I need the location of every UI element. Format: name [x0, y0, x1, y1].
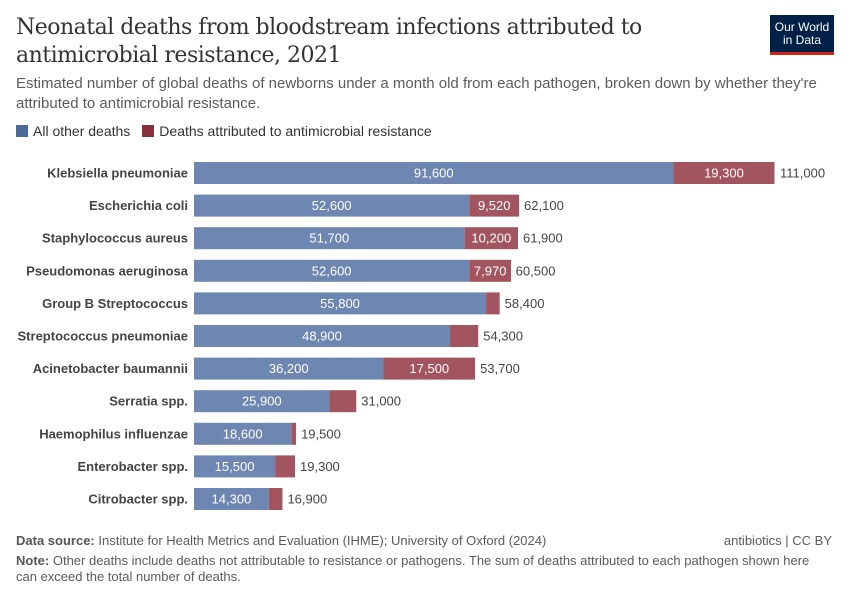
- bar-other[interactable]: [194, 357, 384, 380]
- bar-value-label: 15,500: [215, 459, 255, 474]
- total-label: 58,400: [505, 296, 545, 311]
- legend-item-amr[interactable]: Deaths attributed to antimicrobial resis…: [142, 123, 432, 139]
- chart-subtitle: Estimated number of global deaths of new…: [16, 75, 817, 112]
- logo-line2: in Data: [782, 32, 822, 47]
- legend-label: All other deaths: [33, 123, 131, 139]
- category-label: Group B Streptococcus: [42, 296, 188, 311]
- bar-other[interactable]: [194, 292, 487, 315]
- total-label: 61,900: [523, 231, 563, 246]
- source-text[interactable]: Institute for Health Metrics and Evaluat…: [98, 533, 547, 548]
- bar-value-label: 7,970: [474, 263, 507, 278]
- total-label: 31,000: [361, 394, 401, 409]
- bar-other[interactable]: [194, 390, 330, 413]
- category-label: Streptococcus pneumoniae: [18, 329, 188, 344]
- bar-other[interactable]: [194, 259, 470, 282]
- bar-amr[interactable]: [291, 422, 297, 445]
- bar-other[interactable]: [194, 194, 470, 217]
- bar-other[interactable]: [194, 422, 292, 445]
- bar-value-label: 10,200: [471, 231, 511, 246]
- bar-value-label: 91,600: [414, 166, 454, 181]
- bar-value-label: 9,520: [478, 198, 511, 213]
- logo-line1: Our World: [774, 19, 830, 34]
- note-label: Note:: [16, 553, 50, 568]
- total-label: 54,300: [483, 329, 523, 344]
- bar-value-label: 51,700: [309, 231, 349, 246]
- category-label: Acinetobacter baumannii: [33, 361, 188, 376]
- category-label: Klebsiella pneumoniae: [47, 166, 188, 181]
- bar-amr[interactable]: [464, 227, 518, 250]
- bar-value-label: 14,300: [212, 492, 252, 507]
- bar-amr[interactable]: [486, 292, 500, 315]
- total-label: 19,300: [300, 459, 340, 474]
- total-label: 53,700: [480, 361, 520, 376]
- bar-value-label: 18,600: [223, 426, 263, 441]
- chart-title: Neonatal deaths from bloodstream infecti…: [16, 15, 642, 68]
- bar-value-label: 48,900: [302, 329, 342, 344]
- bar-other[interactable]: [194, 455, 276, 478]
- bar-other[interactable]: [194, 162, 674, 184]
- bar-value-label: 17,500: [409, 361, 449, 376]
- legend: All other deaths Deaths attributed to an…: [16, 123, 432, 139]
- bar-amr[interactable]: [268, 488, 283, 510]
- bar-value-label: 19,300: [704, 166, 744, 181]
- category-label: Escherichia coli: [89, 198, 188, 213]
- legend-swatch: [142, 125, 155, 137]
- bar-other[interactable]: [194, 488, 269, 510]
- category-label: Pseudomonas aeruginosa: [26, 263, 189, 278]
- legend-item-other[interactable]: All other deaths: [16, 123, 130, 139]
- category-label: Staphylococcus aureus: [42, 231, 188, 246]
- total-label: 19,500: [301, 426, 341, 441]
- bar-amr[interactable]: [383, 357, 476, 380]
- bar-amr[interactable]: [469, 194, 520, 217]
- bar-amr[interactable]: [449, 325, 479, 347]
- total-label: 62,100: [524, 198, 564, 213]
- total-label: 111,000: [780, 166, 825, 181]
- bar-value-label: 55,800: [320, 296, 360, 311]
- bar-amr[interactable]: [469, 259, 512, 282]
- bar-value-label: 52,600: [312, 198, 352, 213]
- bar-other[interactable]: [194, 227, 465, 250]
- legend-swatch: [16, 125, 28, 137]
- total-label: 60,500: [516, 263, 556, 278]
- bar-value-label: 36,200: [269, 361, 309, 376]
- bar-amr[interactable]: [329, 390, 357, 413]
- note: Note: Other deaths include deaths not at…: [16, 553, 816, 585]
- source-label: Data source:: [16, 533, 95, 548]
- category-label: Serratia spp.: [109, 394, 188, 409]
- category-label: Citrobacter spp.: [88, 492, 188, 507]
- category-label: Enterobacter spp.: [77, 459, 188, 474]
- data-source: Data source: Institute for Health Metric…: [16, 533, 546, 549]
- bar-amr[interactable]: [275, 455, 296, 478]
- total-label: 16,900: [287, 492, 327, 507]
- license[interactable]: antibiotics | CC BY: [723, 533, 832, 548]
- bar-value-label: 25,900: [242, 394, 282, 409]
- owid-logo[interactable]: Our World in Data: [770, 15, 834, 55]
- note-text: Other deaths include deaths not attribut…: [16, 553, 810, 584]
- category-label: Haemophilus influenzae: [39, 426, 188, 441]
- legend-label: Deaths attributed to antimicrobial resis…: [159, 123, 432, 139]
- bar-other[interactable]: [194, 325, 450, 347]
- bar-amr[interactable]: [673, 162, 775, 184]
- bar-value-label: 52,600: [312, 263, 352, 278]
